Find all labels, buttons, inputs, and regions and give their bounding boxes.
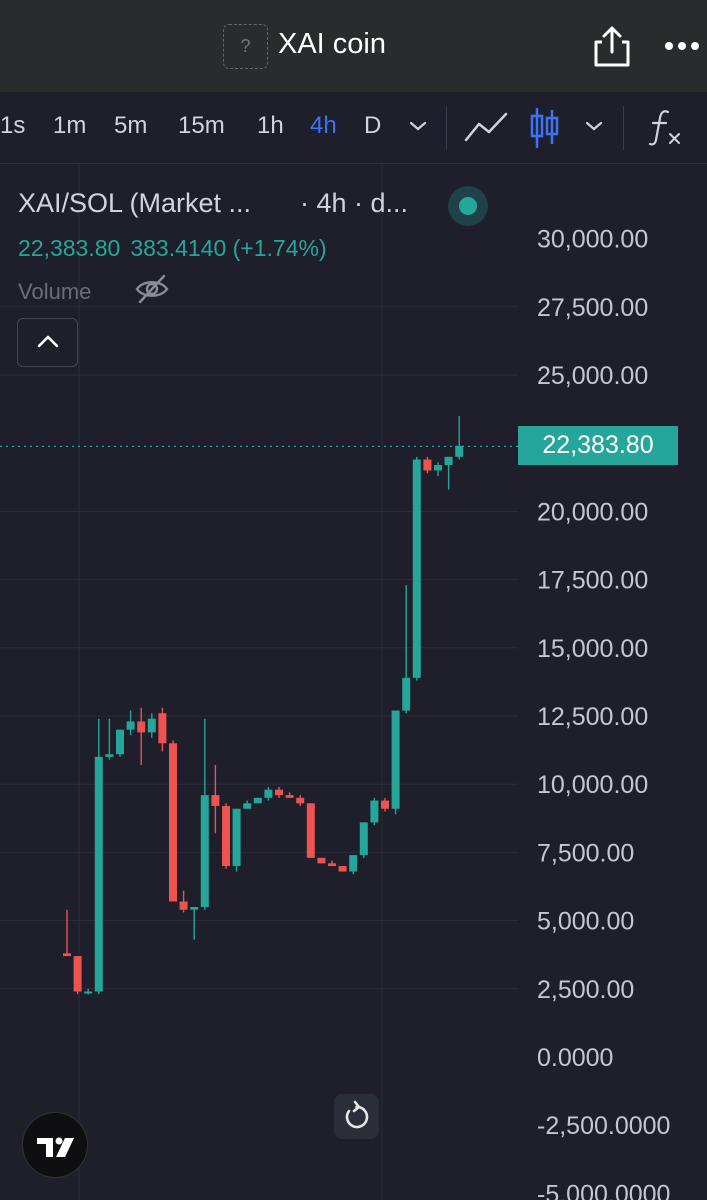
- app-header: ? XAI coin: [0, 0, 707, 92]
- candle-body: [338, 866, 347, 872]
- more-icon[interactable]: [664, 36, 700, 56]
- candle-body: [444, 456, 453, 466]
- candle-body: [253, 797, 262, 804]
- current-price-tag: 22,383.80: [518, 426, 678, 465]
- candle-body: [275, 789, 283, 796]
- candle-body: [391, 710, 400, 809]
- candle-body: [169, 743, 177, 902]
- eye-hidden-icon[interactable]: [134, 273, 170, 305]
- symbol-title[interactable]: XAI/SOL (Market ...: [18, 188, 252, 218]
- price-axis-label: 20,000.00: [537, 498, 648, 526]
- page-title: XAI coin: [278, 28, 386, 60]
- candlestick-chart[interactable]: 30,000.00 27,500.00 25,000.00 20,000.00 17,5…: [0, 165, 707, 1200]
- price-axis-label: 30,000.00: [537, 226, 648, 254]
- candle-body: [94, 756, 103, 992]
- candle-body: [222, 806, 230, 867]
- tradingview-logo-icon: [37, 1137, 74, 1157]
- legend-interval: · 4h · d...: [300, 188, 409, 218]
- tradingview-logo[interactable]: [22, 1112, 88, 1178]
- legend-values: 22,383.80 383.4140 (+1.74%): [18, 235, 337, 262]
- price-axis-label: 7,500.00: [537, 839, 634, 867]
- candle-body: [349, 855, 358, 872]
- price-axis-label: 10,000.00: [537, 771, 648, 799]
- candle-body: [105, 754, 114, 757]
- candle-body: [455, 445, 464, 457]
- chart-toolbar: 1s 1m 5m 15m 1h 4h D: [0, 92, 707, 164]
- price-axis-label: 12,500.00: [537, 703, 648, 731]
- timeframe-5m[interactable]: 5m: [114, 112, 148, 139]
- toolbar-divider: [623, 106, 624, 150]
- candle-body: [306, 803, 315, 858]
- candle-body: [359, 822, 368, 856]
- candle-body: [412, 459, 421, 678]
- candle-body: [73, 956, 82, 992]
- volume-label: Volume: [18, 279, 92, 304]
- candle-body: [296, 797, 305, 804]
- candle-body: [126, 721, 135, 730]
- coin-logo-placeholder: ?: [223, 24, 268, 69]
- candle-body: [434, 465, 442, 471]
- price-axis-label: -2,500.0000: [537, 1112, 670, 1140]
- candle-body: [84, 991, 93, 994]
- candle-body: [328, 863, 336, 867]
- indicators-fx-icon[interactable]: [648, 106, 684, 148]
- candle-body: [116, 729, 124, 755]
- timeframe-1m[interactable]: 1m: [53, 112, 87, 139]
- timeframe-1h[interactable]: 1h: [257, 112, 284, 139]
- price-axis-label: 17,500.00: [537, 567, 648, 595]
- timeframe-d[interactable]: D: [364, 112, 382, 139]
- candle-body: [147, 718, 156, 733]
- legend-last-price: 22,383.80: [18, 235, 121, 261]
- price-axis-label: 15,000.00: [537, 635, 648, 663]
- candle-body: [137, 721, 146, 733]
- candle-body: [232, 808, 241, 867]
- candle-body: [158, 713, 167, 744]
- candle-body: [63, 953, 71, 957]
- candle-body: [200, 795, 209, 907]
- price-axis-label: 2,500.00: [537, 976, 634, 1004]
- candle-body: [423, 459, 432, 471]
- refresh-icon: [345, 1100, 369, 1129]
- price-axis-label: 0.0000: [537, 1044, 613, 1072]
- reset-chart-button[interactable]: [334, 1094, 379, 1139]
- candle-body: [211, 795, 220, 807]
- legend-change: 383.4140 (+1.74%): [130, 235, 327, 261]
- candle-body: [285, 795, 294, 798]
- collapse-legend-button[interactable]: [17, 318, 78, 367]
- candle-body: [264, 789, 273, 798]
- chevron-down-icon[interactable]: [406, 118, 430, 134]
- toolbar-divider: [446, 106, 447, 150]
- chevron-up-icon: [37, 335, 59, 348]
- timeframe-15m[interactable]: 15m: [178, 112, 225, 139]
- price-axis-label: 5,000.00: [537, 908, 634, 936]
- timeframe-1s[interactable]: 1s: [0, 112, 26, 139]
- price-axis-label: 27,500.00: [537, 294, 648, 322]
- chevron-down-icon[interactable]: [582, 118, 606, 134]
- market-status-dot: [448, 186, 488, 226]
- chart-pane[interactable]: 30,000.00 27,500.00 25,000.00 20,000.00 17,5…: [0, 165, 707, 1200]
- candle-body: [243, 803, 252, 809]
- timeframe-4h[interactable]: 4h: [310, 112, 337, 139]
- candle-body: [402, 677, 411, 711]
- line-chart-icon[interactable]: [463, 110, 509, 144]
- candlestick-icon[interactable]: [528, 106, 560, 150]
- candle-body: [179, 901, 188, 910]
- share-icon[interactable]: [592, 24, 632, 68]
- price-axis-label: 25,000.00: [537, 362, 648, 390]
- candle-body: [370, 800, 379, 823]
- candle-body: [317, 857, 326, 864]
- candle-body: [381, 800, 389, 809]
- candle-body: [190, 906, 199, 910]
- price-axis-label: -5,000.0000: [537, 1180, 670, 1200]
